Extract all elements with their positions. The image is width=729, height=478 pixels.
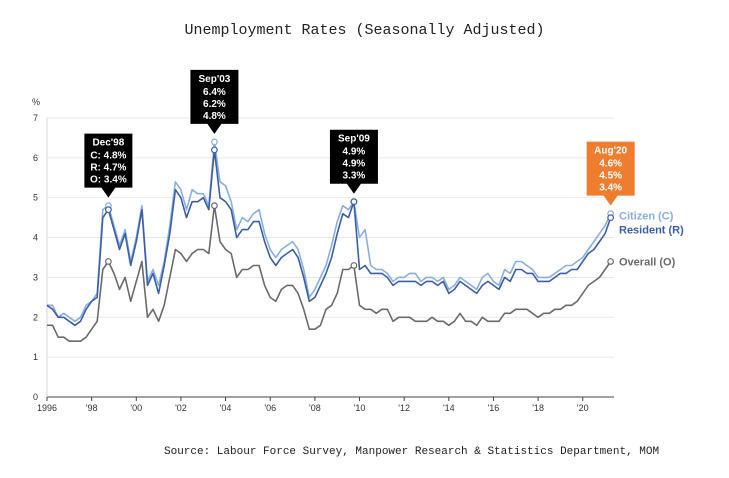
callout-value: 4.8%: [203, 111, 226, 122]
y-tick-label: 2: [33, 312, 38, 322]
data-point-marker: [104, 206, 112, 214]
callout-value: 4.9%: [343, 147, 366, 158]
y-tick-label: 6: [33, 153, 38, 163]
y-tick-label: 5: [33, 193, 38, 203]
data-point-marker: [211, 146, 218, 154]
series-line-resident: [46, 149, 612, 327]
x-tick-label: '08: [309, 403, 321, 413]
x-tick-label: 1996: [37, 403, 57, 413]
x-tick-label: '02: [175, 403, 187, 413]
series-line-overall: [47, 204, 612, 343]
data-point-marker: [350, 262, 358, 269]
x-tick-label: '16: [488, 403, 500, 413]
legend-label-resident: Resident (R): [619, 225, 684, 237]
callout-box: [586, 141, 635, 206]
x-tick-label: '04: [220, 403, 232, 413]
data-point-marker: [607, 214, 615, 222]
callout-label: Aug'20: [594, 146, 627, 157]
chart-title: Unemployment Rates (Seasonally Adjusted): [184, 22, 545, 39]
y-tick-label: 7: [33, 113, 38, 123]
callout-value: 3.3%: [343, 171, 366, 182]
data-point-marker: [607, 258, 615, 265]
data-point-marker: [211, 138, 218, 146]
data-point-marker: [211, 202, 218, 210]
callout-box: [84, 133, 133, 198]
y-tick-label: 3: [33, 272, 38, 282]
x-tick-label: '10: [354, 403, 366, 413]
callout-box: [329, 129, 378, 194]
legend-label-citizen: Citizen (C): [619, 211, 674, 223]
x-tick-label: '18: [532, 403, 544, 413]
x-tick-label: '00: [130, 403, 142, 413]
x-tick-label: '14: [443, 403, 455, 413]
x-tick-label: '12: [398, 403, 410, 413]
x-tick-label: '20: [577, 403, 589, 413]
callout-value: 3.4%: [599, 183, 622, 194]
y-tick-label: 4: [33, 233, 38, 243]
callout-value: O: 3.4%: [90, 175, 127, 186]
callout-value: R: 4.7%: [90, 163, 126, 174]
y-axis-label: %: [32, 97, 40, 107]
callout-value: 4.6%: [599, 159, 622, 170]
callout-value: 6.2%: [203, 99, 226, 110]
callout-value: 6.4%: [203, 87, 226, 98]
source-note: Source: Labour Force Survey, Manpower Re…: [164, 446, 660, 458]
data-point-marker: [104, 258, 112, 265]
legend-label-overall: Overall (O): [619, 256, 676, 268]
callout-label: Sep'03: [198, 74, 230, 85]
callout-label: Dec'98: [92, 138, 124, 149]
unemployment-line-chart: % 0 1 2 3 4 5 6 7 1996 '98 '00 '02 '04 '06 '08 '10 '12 '1…: [32, 69, 684, 413]
y-tick-label: 0: [33, 392, 38, 402]
callout-value: 4.5%: [599, 171, 622, 182]
x-tick-label: '98: [86, 403, 98, 413]
y-tick-label: 1: [33, 352, 38, 362]
x-tick-label: '06: [264, 403, 276, 413]
callout-value: 4.9%: [343, 159, 366, 170]
callout-box: [190, 69, 239, 134]
callout-label: Sep'09: [338, 134, 370, 145]
data-point-marker: [350, 198, 358, 206]
callout-value: C: 4.8%: [90, 151, 126, 162]
